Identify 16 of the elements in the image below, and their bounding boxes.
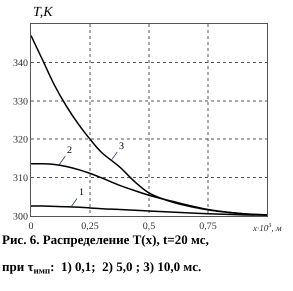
- y-tick-label: 340: [13, 58, 28, 69]
- x-axis-title: x·10$^{3}$, м: [252, 222, 282, 233]
- y-tick-label: 320: [13, 134, 28, 146]
- x-tick-label: 0,25: [81, 221, 99, 232]
- x-tick-label: 0,5: [142, 221, 156, 232]
- x-tick-label: 0: [28, 221, 34, 232]
- text: при τ$_{имп}$: 1) 0,1; 2) 5,0 ; 3) 10,0 мс.: [2, 259, 202, 276]
- y-tick-label: 330: [13, 96, 28, 108]
- annotation: 3: [119, 141, 124, 152]
- y-axis-title: T,K: [33, 5, 54, 20]
- y-tick-label: 300: [13, 212, 28, 222]
- annotation: 1: [79, 187, 84, 198]
- x-tick-label: 0,75: [199, 221, 217, 232]
- y-tick-label: 310: [13, 173, 28, 184]
- annotation: 2: [67, 145, 72, 156]
- text: Рис. 6. Распределение T(x), t=20 мс,: [2, 232, 209, 247]
